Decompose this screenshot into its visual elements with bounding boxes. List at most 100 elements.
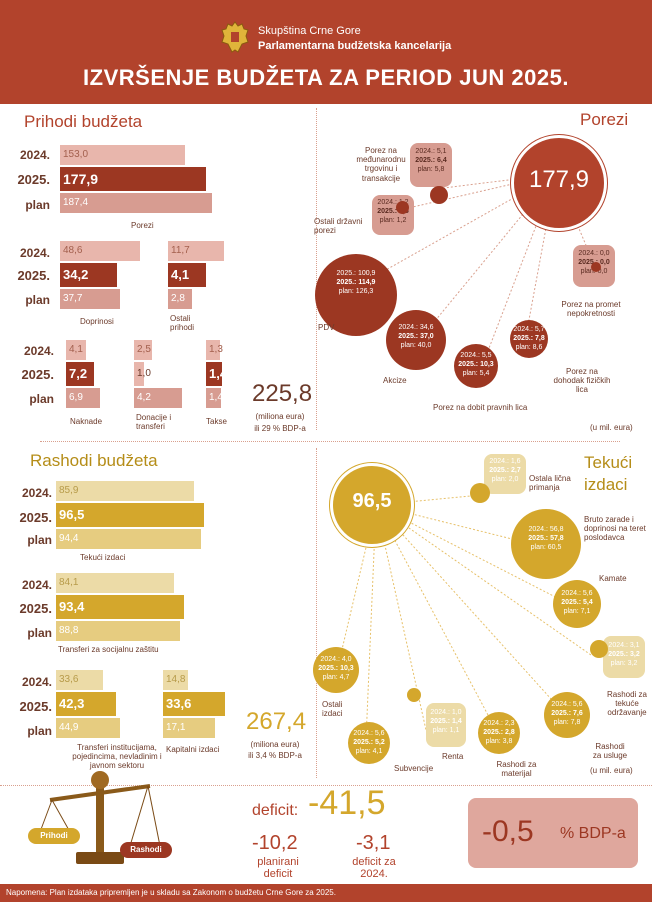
planned-deficit-label: planirani deficit: [257, 856, 299, 881]
bubble-renta: 2024.: 1,0 2025.: 1,4 plan: 1,1: [426, 703, 466, 747]
bar-porezi-2025: 177,9: [60, 167, 206, 191]
category-tekuci: Tekući izdaci: [80, 553, 126, 562]
bar-naknade-2024: 4,1: [66, 340, 86, 360]
scale-balance-icon: [39, 771, 161, 864]
divider-bottom: [316, 448, 317, 778]
prihodi-total-bdp: ili 29 % BDP-a: [254, 424, 306, 433]
deficit-label: deficit:: [252, 802, 299, 819]
bar-tekuci-plan: 94,4: [56, 529, 201, 549]
bar-donacije-2024: 2,5: [134, 340, 152, 360]
dot-medjunarodna: [430, 186, 448, 204]
bubble-materijal: 2024.: 2,3 2025.: 2,8 plan: 3,8: [478, 712, 520, 754]
tekuci-unit: (u mil. eura): [590, 766, 633, 775]
category-naknade: Naknade: [70, 417, 103, 426]
bar-institucije-plan: 44,9: [56, 718, 120, 738]
label-ostali-izdaci: Ostali izdaci: [322, 700, 343, 719]
section-title-rashodi: Rashodi budžeta: [30, 451, 158, 470]
section-title-prihodi: Prihodi budžeta: [24, 112, 143, 131]
bar-kapitalni-2024: 14,8: [163, 670, 188, 690]
row-label-2024: 2024.: [21, 486, 52, 500]
bar-socijalna-plan: 88,8: [56, 621, 180, 641]
bar-institucije-2025: 42,3: [56, 692, 116, 716]
bar-donacije-2025: 1,0: [134, 362, 151, 386]
prihodi-total-unit: (miliona eura): [255, 412, 305, 421]
dot-odrzavanje: [590, 640, 608, 658]
label-odrzavanje: Rashodi za tekuće održavanje: [606, 690, 648, 718]
rashodi-total-unit: (miliona eura): [250, 740, 300, 749]
bar-ostali-2024: 11,7: [168, 241, 224, 261]
bubble-ostali-porezi: 2024.: 1,2 2025.: 1,5 plan: 1,2: [372, 195, 414, 235]
divider-top: [316, 108, 317, 430]
row-label-plan: plan: [27, 724, 52, 738]
porezi-total-bubble: 177,9: [511, 135, 607, 231]
dot-ostali-porezi: [396, 201, 409, 214]
label-zarade: Bruto zarade i doprinosi na teret poslod…: [584, 515, 646, 543]
deficit-bdp-box: -0,5 % BDP-a: [468, 798, 638, 868]
coat-of-arms-icon: [221, 21, 249, 53]
bubble-zarade: 2024.: 56,8 2025.: 57,8 plan: 60,5: [511, 509, 581, 579]
org-name: Skupština Crne Gore: [258, 25, 361, 37]
label-kamate: Kamate: [599, 574, 627, 583]
bar-doprinosi-2025: 34,2: [60, 263, 117, 287]
bar-porezi-2024: 153,0: [60, 145, 185, 165]
header-banner: [0, 0, 652, 104]
label-akcize: Akcize: [383, 376, 407, 385]
page-title: IZVRŠENJE BUDŽETA ZA PERIOD JUN 2025.: [83, 65, 569, 90]
scale-pan-rashodi: Rashodi: [120, 842, 172, 858]
bar-doprinosi-2024: 48,6: [60, 241, 140, 261]
deficit-bdp-unit: % BDP-a: [560, 825, 626, 842]
label-ostali-porezi: Ostali državni porezi: [314, 217, 363, 236]
divider-deficit: [0, 785, 652, 786]
category-donacije: Donacije i transferi: [136, 413, 172, 432]
bar-ostali-2025: 4,1: [168, 263, 206, 287]
bar-socijalna-2025: 93,4: [56, 595, 184, 619]
section-title-porezi: Porezi: [580, 110, 629, 129]
bar-ostali-plan: 2,8: [168, 289, 192, 309]
label-pdv: PDV: [318, 323, 335, 332]
row-label-2024: 2024.: [23, 344, 54, 358]
porezi-unit: (u mil. eura): [590, 423, 633, 432]
row-label-plan: plan: [25, 293, 50, 307]
row-label-2025: 2025.: [17, 268, 50, 283]
section-title-tekuci: Tekući izdaci: [584, 453, 633, 495]
bar-takse-2025: 1,4: [206, 362, 227, 386]
row-label-2025: 2025.: [21, 367, 54, 382]
category-takse: Takse: [206, 417, 227, 426]
category-porezi: Porezi: [131, 221, 154, 230]
prev-deficit-label: deficit za 2024.: [352, 856, 396, 881]
prihodi-total: 225,8: [252, 380, 313, 407]
row-label-plan: plan: [25, 198, 50, 212]
row-label-2025: 2025.: [19, 699, 52, 714]
bar-takse-plan: 1,4: [206, 388, 223, 408]
rashodi-total-bdp: ili 3,4 % BDP-a: [248, 751, 302, 760]
category-doprinosi: Doprinosi: [80, 317, 114, 326]
bubble-dobit: 2024.: 5,5 2025.: 10,3 plan: 5,4: [454, 344, 498, 388]
rashodi-total: 267,4: [246, 708, 307, 735]
bar-tekuci-2024: 85,9: [56, 481, 194, 501]
bubble-ostali-izdaci: 2024.: 4,0 2025.: 10,3 plan: 4,7: [313, 647, 359, 693]
tekuci-total-bubble: 96,5: [330, 463, 414, 547]
label-usluge: Rashodi za usluge: [592, 742, 628, 761]
deficit-value: -41,5: [308, 784, 386, 822]
bar-takse-2024: 1,3: [206, 340, 223, 360]
bubble-usluge: 2024.: 5,6 2025.: 7,6 plan: 7,8: [544, 692, 590, 738]
org-department: Parlamentarna budžetska kancelarija: [258, 40, 452, 52]
bar-institucije-2024: 33,6: [56, 670, 103, 690]
row-label-plan: plan: [27, 533, 52, 547]
bubble-medjunarodna: 2024.: 5,1 2025.: 6,4 plan: 5,8: [410, 143, 452, 187]
bar-naknade-plan: 6,9: [66, 388, 100, 408]
bar-porezi-plan: 187,4: [60, 193, 212, 213]
bubble-akcize: 2024.: 34,6 2025.: 37,0 plan: 40,0: [386, 310, 446, 370]
row-label-2025: 2025.: [19, 510, 52, 525]
category-institucije: Transferi institucijama, pojedincima, ne…: [72, 743, 162, 771]
bar-tekuci-2025: 96,5: [56, 503, 204, 527]
row-label-2025: 2025.: [19, 601, 52, 616]
bubble-pdv: 2025.: 100,9 2025.: 114,9 plan: 126,3: [315, 254, 397, 336]
label-dohodak: Porez na dohodak fizičkih lica: [553, 367, 611, 395]
deficit-bdp-value: -0,5: [482, 815, 534, 848]
label-renta: Renta: [442, 752, 464, 761]
bar-doprinosi-plan: 37,7: [60, 289, 120, 309]
bar-socijalna-2024: 84,1: [56, 573, 174, 593]
bar-naknade-2025: 7,2: [66, 362, 94, 386]
category-ostali-prihodi: Ostali prihodi: [170, 314, 195, 333]
